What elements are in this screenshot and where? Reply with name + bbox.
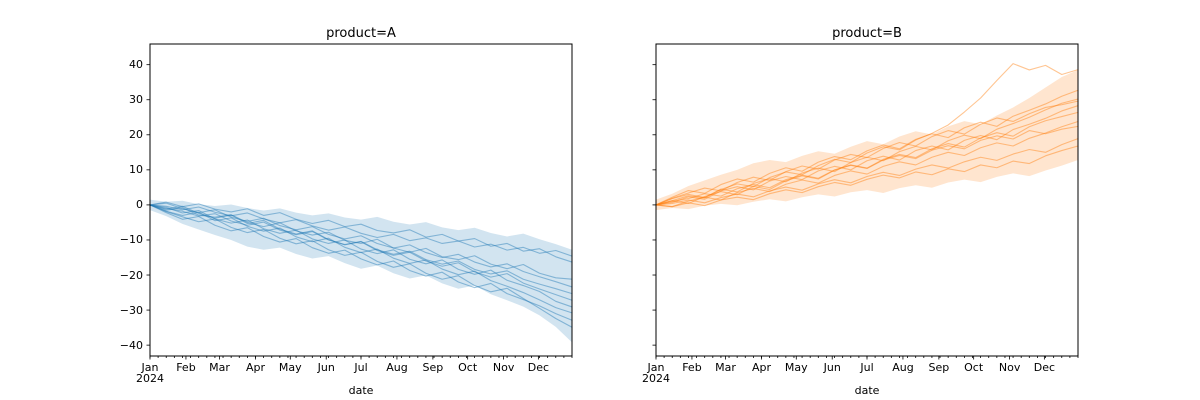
x-tick-label: Aug	[386, 361, 408, 374]
x-tick-label: Oct	[964, 361, 984, 374]
panel-b-plot	[652, 43, 1079, 360]
panel-a-xlabel: date	[348, 384, 374, 397]
series-line-unit-3	[149, 204, 573, 321]
x-tick-label: Feb	[682, 361, 702, 374]
x-tick-label: May	[784, 361, 808, 374]
x-tick-label: Nov	[492, 361, 515, 374]
y-tick-label: 30	[129, 93, 143, 107]
series-line-unit-3	[655, 145, 1079, 208]
series-line-unit-7	[149, 204, 573, 257]
y-tick-label: 10	[129, 163, 143, 177]
x-tick-label: Dec	[1033, 361, 1056, 374]
x-tick-label: Mar	[209, 361, 230, 374]
confidence-band	[150, 199, 572, 343]
x-tick-label: Jan	[141, 361, 159, 374]
x-tick-label: Apr	[245, 361, 266, 374]
panel-a-title: product=A	[326, 26, 396, 41]
panel-a-plot	[146, 43, 573, 360]
series-line-unit-4	[149, 201, 573, 263]
y-tick-label: −20	[119, 268, 143, 282]
series-line-unit-9	[149, 202, 573, 288]
x-tick-label: Jul	[354, 361, 368, 374]
x-tick-label: Nov	[998, 361, 1021, 374]
x-tick-label: May	[278, 361, 302, 374]
series-line-unit-5	[149, 204, 573, 295]
confidence-band	[656, 69, 1078, 211]
x-tick-label: Jan	[647, 361, 665, 374]
series-line-unit-10	[655, 100, 1079, 206]
y-tick-label: −40	[119, 338, 143, 352]
x-tick-label: Mar	[715, 361, 736, 374]
y-tick-label: −10	[119, 233, 143, 247]
y-tick-label: 0	[136, 198, 143, 212]
x-tick-label: Jun	[823, 361, 841, 374]
x-tick-label: Sep	[928, 361, 950, 374]
y-tick-label: −30	[119, 303, 143, 317]
x-tick-sublabel-year: 2024	[136, 372, 164, 385]
series-line-unit-5	[655, 125, 1079, 206]
x-tick-label: Sep	[422, 361, 444, 374]
series-line-unit-7	[655, 138, 1079, 206]
series-line-unit-6	[149, 204, 573, 314]
series-line-unit-2	[149, 204, 573, 308]
series-line-unit-1	[655, 105, 1079, 206]
x-tick-label: Feb	[176, 361, 196, 374]
panel-b-title: product=B	[832, 26, 902, 41]
x-tick-label: Jun	[317, 361, 335, 374]
x-tick-label: Apr	[751, 361, 772, 374]
x-tick-sublabel-year: 2024	[642, 372, 670, 385]
y-tick-label: 20	[129, 128, 143, 142]
x-tick-label: Jul	[860, 361, 874, 374]
series-line-unit-8	[655, 111, 1079, 206]
axes-frame	[655, 43, 1079, 357]
series-line-unit-4	[655, 98, 1079, 206]
y-tick-label: 40	[129, 58, 143, 72]
series-line-unit-6	[655, 89, 1079, 206]
series-line-unit-2	[655, 63, 1079, 206]
series-line-unit-8	[149, 204, 573, 301]
series-line-unit-10	[149, 204, 573, 328]
x-tick-label: Aug	[892, 361, 914, 374]
axes-frame	[149, 43, 573, 357]
panel-b-xlabel: date	[854, 384, 880, 397]
series-line-unit-9	[655, 120, 1079, 208]
series-line-unit-1	[149, 204, 573, 280]
x-tick-label: Oct	[458, 361, 478, 374]
x-tick-label: Dec	[527, 361, 550, 374]
